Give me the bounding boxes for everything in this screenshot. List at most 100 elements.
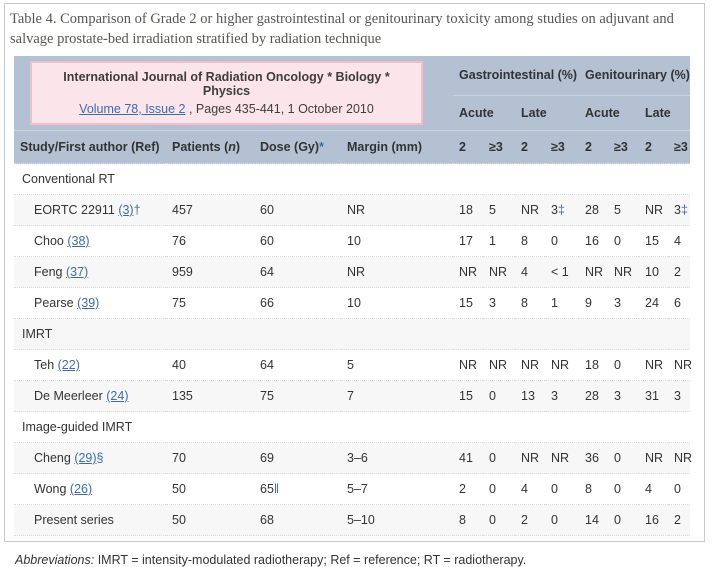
value-cell: 3 (668, 380, 691, 412)
journal-banner-cell: International Journal of Radiation Oncol… (14, 56, 454, 131)
patients-cell: 50 (166, 473, 254, 505)
table-body: Conventional RT EORTC 22911 (3)† 457 60 NR 18… (14, 163, 692, 536)
value-cell: 1 (545, 287, 580, 319)
reference-link[interactable]: (22) (57, 358, 80, 372)
value-cell: 15 (453, 287, 484, 319)
value-cell: NR (639, 194, 669, 226)
value-cell: 2 (515, 504, 546, 536)
patients-cell: 135 (166, 380, 254, 412)
col-patients-close: ) (235, 140, 241, 154)
reference-link[interactable]: (38) (67, 234, 90, 248)
study-cell: De Meerleer (24) (14, 380, 166, 412)
margin-cell: 10 (341, 225, 454, 257)
table-header: International Journal of Radiation Oncol… (14, 56, 691, 164)
table-row: Feng (37) 959 64 NR NR NR 4 < 1 NR NR 10 2 (14, 256, 691, 288)
reference-link[interactable]: (24) (106, 389, 129, 403)
value-cell: 15 (453, 380, 484, 412)
value-cell: 4 (639, 473, 669, 505)
value-cell: 8 (453, 504, 484, 536)
col-group-genitourinary: Genitourinary (%) (579, 56, 691, 96)
reference-link[interactable]: (39) (77, 296, 100, 310)
value-cell: 36 (579, 442, 609, 474)
col-patients: Patients (n) (166, 130, 254, 164)
value-cell: 0 (483, 504, 516, 536)
value-cell: NR (483, 256, 516, 288)
col-patients-n: n (228, 140, 236, 154)
patients-cell: 75 (166, 287, 254, 319)
value-cell: NR (639, 349, 669, 381)
margin-cell: 5 (341, 349, 454, 381)
table-row: Choo (38) 76 60 10 17 1 8 0 16 0 15 4 (14, 225, 691, 257)
value-cell: 0 (483, 473, 516, 505)
value-cell: 0 (545, 504, 580, 536)
value-cell: 3‡ (668, 194, 691, 226)
value-cell: NR (545, 349, 580, 381)
value-cell: 0 (668, 473, 691, 505)
volume-issue-link[interactable]: Volume 78, Issue 2 (79, 102, 186, 116)
table-caption: Table 4. Comparison of Grade 2 or higher… (10, 11, 674, 47)
dose-cell: 64 (254, 256, 341, 288)
value-cell: 3 (608, 287, 640, 319)
journal-subtitle: Volume 78, Issue 2 , Pages 435-441, 1 Oc… (38, 102, 415, 116)
table-row: EORTC 22911 (3)† 457 60 NR 18 5 NR 3‡ 28 5 NR 3‡ (14, 194, 691, 226)
margin-cell: 10 (341, 287, 454, 319)
value-cell: 2 (453, 473, 484, 505)
value-cell: 3 (608, 380, 640, 412)
reference-link[interactable]: (37) (65, 265, 89, 279)
value-cell: 15 (639, 225, 669, 257)
dose-cell: 60 (254, 225, 341, 257)
study-cell: Pearse (39) (14, 287, 166, 319)
margin-cell: 7 (341, 380, 454, 412)
value-cell: 4 (668, 225, 691, 257)
dose-cell: 68 (254, 504, 341, 536)
value-cell: 0 (483, 442, 516, 474)
value-cell: NR (515, 442, 546, 474)
col-dose: Dose (Gy)* (254, 130, 341, 164)
patients-cell: 50 (166, 504, 254, 536)
value-cell: 8 (515, 225, 546, 257)
abbreviations-label: Abbreviations: (15, 553, 95, 567)
dose-cell: 60 (254, 194, 341, 226)
study-cell: Teh (22) (14, 349, 166, 381)
dose-cell: 65‖ (254, 473, 341, 505)
value-cell: < 1 (545, 256, 580, 288)
reference-link[interactable]: (3) (118, 203, 134, 217)
abbreviations-note: Abbreviations: IMRT = intensity-modulate… (15, 553, 704, 567)
value-cell: 0 (608, 504, 640, 536)
reference-link[interactable]: (26) (69, 482, 93, 496)
header-row-groups: International Journal of Radiation Oncol… (14, 56, 691, 131)
footnote-marker: † (133, 203, 141, 217)
value-cell: NR (453, 256, 484, 288)
col-gu-late-g3: ≥3 (668, 130, 691, 164)
value-cell: NR (639, 442, 669, 474)
value-cell: 0 (608, 225, 640, 257)
col-gi-late: Late (515, 95, 580, 132)
value-cell: 6 (668, 287, 691, 319)
col-patients-label: Patients ( (172, 140, 229, 154)
value-cell: 2 (668, 504, 691, 536)
abbreviations-text: IMRT = intensity-modulated radiotherapy;… (94, 553, 527, 567)
value-cell: NR (608, 256, 640, 288)
value-cell: 16 (639, 504, 669, 536)
margin-cell: 5–7 (341, 473, 454, 505)
value-cell: 16 (579, 225, 609, 257)
value-cell: 8 (515, 287, 546, 319)
dose-cell: 66 (254, 287, 341, 319)
section-row: Image-guided IMRT (14, 411, 691, 443)
header-row-timing: Acute Late Acute Late (14, 95, 691, 132)
value-cell: 2 (668, 256, 691, 288)
dose-footnote-marker: * (319, 140, 324, 154)
col-gu-acute-g3: ≥3 (608, 130, 640, 164)
value-cell: NR (483, 349, 516, 381)
value-cell: 5 (608, 194, 640, 226)
value-cell: 0 (545, 225, 580, 257)
margin-cell: 3–6 (341, 442, 454, 474)
study-cell: EORTC 22911 (3)† (14, 194, 166, 226)
value-cell: 0 (545, 473, 580, 505)
journal-title: International Journal of Radiation Oncol… (63, 70, 390, 98)
reference-link[interactable]: (29) (74, 451, 97, 465)
table-row: Wong (26) 50 65‖ 5–7 2 0 4 0 8 0 4 0 (14, 473, 691, 505)
value-cell: 8 (579, 473, 609, 505)
section-row: Conventional RT (14, 163, 691, 195)
value-cell: NR (668, 442, 692, 474)
